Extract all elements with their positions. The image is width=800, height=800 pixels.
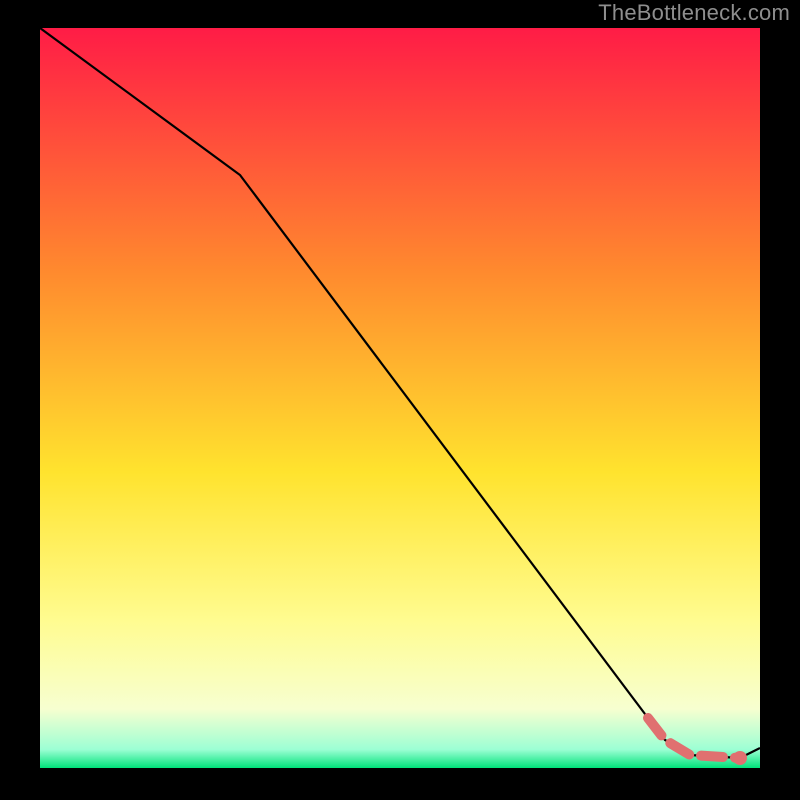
plot-background <box>40 28 760 768</box>
highlight-endpoint <box>733 751 747 765</box>
chart-svg <box>0 0 800 800</box>
chart-container: TheBottleneck.com <box>0 0 800 800</box>
watermark-text: TheBottleneck.com <box>598 0 790 26</box>
